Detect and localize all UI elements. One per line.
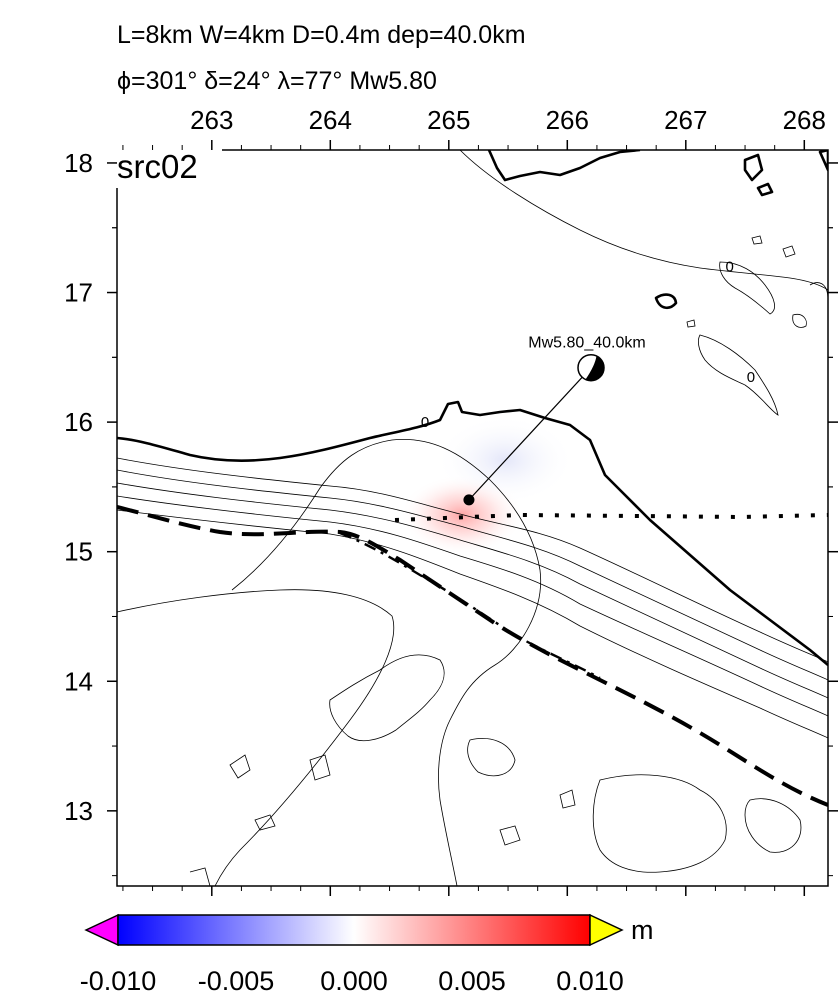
- contour-zero-label: 0: [747, 369, 755, 386]
- mechanism-label: Mw5.80_40.0km: [528, 335, 645, 352]
- contour-line: [117, 469, 828, 681]
- island-outline: [818, 150, 828, 172]
- contour-line: [229, 754, 251, 779]
- x-tick-label: 265: [427, 105, 470, 135]
- x-tick-label: 267: [664, 105, 707, 135]
- map-frame: [116, 149, 829, 887]
- beachball-compression: [585, 355, 604, 381]
- contour-zero-label: 0: [725, 259, 733, 276]
- contour-line: [459, 150, 828, 291]
- x-tick-label: 268: [783, 105, 826, 135]
- contour-line: [329, 654, 445, 742]
- colorbar-tick-label: 0.000: [320, 966, 388, 996]
- contour-labels: 0 0 0: [421, 259, 755, 431]
- colorbar-tick-label: -0.010: [80, 966, 157, 996]
- island-outline: [756, 182, 774, 197]
- panel-label-background: [112, 140, 222, 188]
- beachball-icon: [577, 353, 605, 382]
- y-tick-label: 13: [64, 796, 93, 826]
- contour-line: [744, 798, 802, 853]
- y-tick-label: 17: [64, 278, 93, 308]
- header-title-line2: ϕ=301° δ=24° λ=77° Mw5.80: [117, 67, 437, 95]
- contour-line: [559, 789, 576, 809]
- contour-line: [117, 482, 828, 699]
- contour-zero-label: 0: [421, 414, 429, 431]
- leader-line: [468, 367, 592, 501]
- panel-label: src02: [117, 148, 198, 185]
- contour-line: [309, 754, 331, 781]
- y-tick-label: 14: [64, 666, 93, 696]
- colorbar-tick-label: 0.010: [556, 966, 624, 996]
- fault-line: [339, 531, 601, 680]
- contour-line: [117, 495, 828, 717]
- coastline-line: [487, 150, 641, 182]
- contour-line: [751, 235, 763, 245]
- contour-line: [117, 509, 828, 739]
- x-axis-top: 263 264 265 266 267 268: [122, 105, 826, 150]
- contour-line: [686, 319, 696, 328]
- colorbar-tick-label: 0.005: [438, 966, 506, 996]
- island-outline: [654, 293, 678, 309]
- y-axis-right: [828, 162, 838, 877]
- y-tick-label: 15: [64, 537, 93, 567]
- colorbar: m -0.010 -0.005 0.000 0.005 0.010: [80, 913, 654, 996]
- y-tick-label: 18: [64, 148, 93, 178]
- contour-line: [117, 457, 828, 663]
- bathymetry-contours: [117, 150, 828, 886]
- colorbar-gradient: [117, 914, 591, 946]
- contour-line: [499, 825, 521, 846]
- profile-line: [394, 512, 828, 522]
- contour-line: [189, 867, 211, 886]
- contour-line: [117, 589, 395, 886]
- source-marker: Mw5.80_40.0km: [463, 335, 646, 506]
- colorbar-tick-label: -0.005: [198, 966, 275, 996]
- x-tick-label: 264: [309, 105, 352, 135]
- y-axis-left: 13 14 15 16 17 18: [64, 148, 117, 877]
- x-tick-label: 263: [190, 105, 233, 135]
- contour-line: [254, 814, 276, 831]
- epicenter-dot: [463, 494, 475, 506]
- contour-line: [467, 738, 516, 777]
- colorbar-high-overflow: [589, 913, 624, 947]
- coastline: [117, 150, 828, 666]
- colorbar-low-overflow: [84, 913, 119, 947]
- colorbar-unit: m: [631, 915, 654, 945]
- contour-line: [231, 438, 542, 886]
- x-tick-label: 266: [546, 105, 589, 135]
- header-title-line1: L=8km W=4km D=0.4m dep=40.0km: [117, 21, 526, 49]
- y-tick-label: 16: [64, 407, 93, 437]
- island-outline: [743, 153, 764, 182]
- contour-line: [592, 774, 727, 873]
- contour-line: [782, 245, 796, 258]
- coastline-line: [117, 400, 828, 666]
- contour-line: [792, 313, 807, 328]
- colorbar-ticks: -0.010 -0.005 0.000 0.005 0.010: [80, 966, 624, 996]
- contour-line: [719, 261, 775, 315]
- x-axis-bottom: [122, 886, 806, 896]
- contour-line: [698, 334, 779, 416]
